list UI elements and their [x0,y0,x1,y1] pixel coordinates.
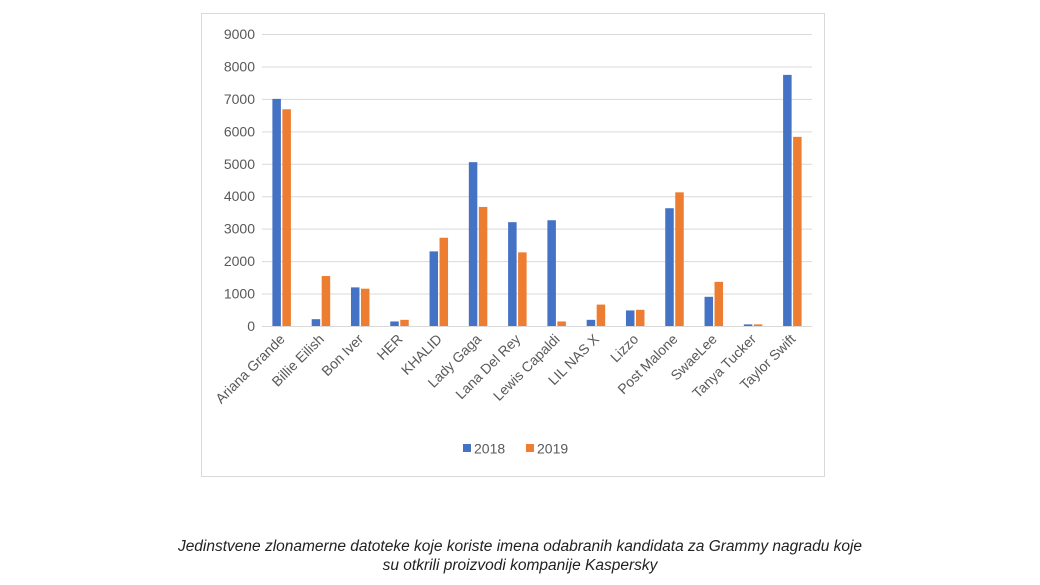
y-tick-label: 1000 [224,286,255,302]
bar-2018-lady-gaga [468,162,478,326]
bar-2019-swaelee [714,281,724,326]
bar-2019-billie-eilish [321,276,331,326]
bar-2019-her [400,319,409,326]
bar-2019-taylor-swift [793,136,802,326]
y-tick-label: 3000 [224,221,255,237]
y-tick-label: 8000 [224,58,255,74]
bar-2018-khalid [429,251,439,326]
y-tick-label: 0 [247,318,255,334]
legend-swatch-2018 [463,444,471,452]
bar-2019-ariana-grande [282,109,291,326]
y-tick-label: 7000 [224,91,255,107]
bar-2018-ariana-grande [272,98,281,326]
y-tick-label: 6000 [224,123,255,139]
bar-2018-lil-nas-x [586,319,596,326]
bar-2019-lizzo [635,309,645,326]
bar-2019-bon-iver [360,288,370,326]
bar-2018-tanya-tucker [743,324,753,326]
legend-label: 2019 [537,441,568,457]
bar-2018-lewis-capaldi [547,220,556,326]
legend-swatch-2019 [526,444,534,452]
y-tick-label: 5000 [224,156,255,172]
bar-2018-swaelee [704,296,714,326]
caption-line-1: Jedinstvene zlonamerne datoteke koje kor… [177,538,863,555]
legend-label: 2018 [474,441,505,457]
bar-2018-lana-del-rey [508,222,517,326]
bar-2019-tanya-tucker [753,324,763,326]
y-tick-label: 2000 [224,253,255,269]
figure-caption: Jedinstvene zlonamerne datoteke koje kor… [0,537,1040,575]
bar-2019-post-malone [675,192,684,326]
caption-line-2: su otkrili proizvodi kompanije Kaspersky [382,557,658,574]
bar-2018-taylor-swift [783,74,792,326]
bar-2019-lana-del-rey [518,252,527,326]
bar-2018-bon-iver [350,287,360,326]
y-tick-label: 9000 [224,26,255,42]
y-tick-label: 4000 [224,188,255,204]
bar-2019-khalid [439,237,449,326]
bar-2018-her [390,321,399,326]
bar-2019-lewis-capaldi [557,321,566,326]
bar-2019-lil-nas-x [596,304,606,326]
bar-2018-billie-eilish [311,319,321,326]
bar-2018-post-malone [665,208,674,326]
bar-2019-lady-gaga [478,206,488,326]
bar-2018-lizzo [625,310,635,326]
